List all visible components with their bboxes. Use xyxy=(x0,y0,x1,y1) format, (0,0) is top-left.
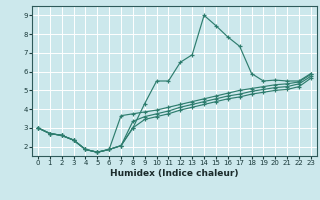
X-axis label: Humidex (Indice chaleur): Humidex (Indice chaleur) xyxy=(110,169,239,178)
